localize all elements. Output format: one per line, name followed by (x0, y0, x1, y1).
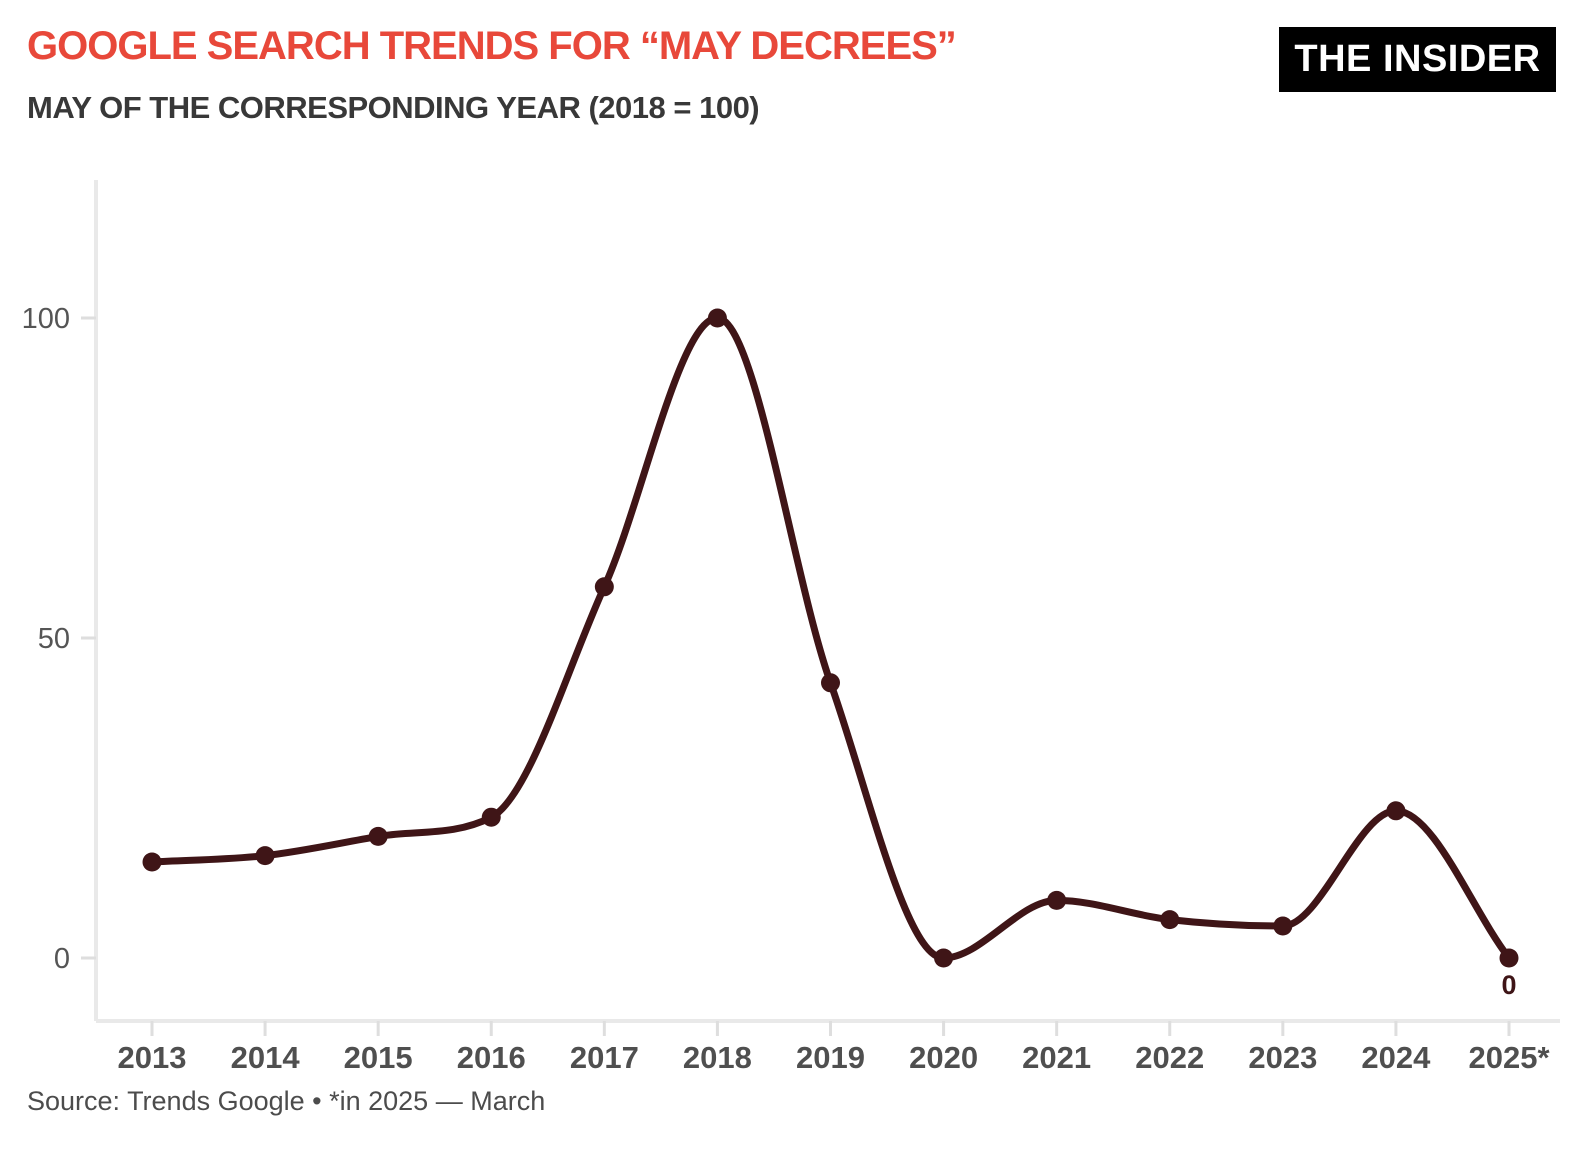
trend-line (148, 314, 1513, 962)
x-tick-label: 2015 (344, 1040, 413, 1075)
data-point (707, 308, 727, 328)
data-point (934, 948, 954, 968)
y-tick-label: 0 (54, 943, 70, 975)
data-point (594, 577, 614, 597)
x-tick-label: 2022 (1135, 1040, 1204, 1075)
data-point (1499, 948, 1519, 968)
x-tick-label: 2025* (1468, 1040, 1550, 1075)
chart-title: GOOGLE SEARCH TRENDS FOR “MAY DECREES” (27, 24, 957, 68)
x-tick-label: 2016 (457, 1040, 526, 1075)
data-point (255, 846, 275, 866)
x-tick-label: 2021 (1022, 1040, 1091, 1075)
data-point (821, 673, 840, 693)
data-point (481, 807, 501, 827)
the-insider-logo: THE INSIDER (1279, 27, 1556, 92)
x-tick-label: 2023 (1248, 1040, 1317, 1075)
x-tick-label: 2019 (796, 1040, 865, 1075)
x-tick-label: 2020 (909, 1040, 978, 1075)
data-point (368, 826, 388, 846)
x-tick-label: 2013 (118, 1040, 187, 1075)
point-annotation: 0 (1501, 970, 1516, 1000)
y-tick-label: 100 (22, 303, 70, 335)
x-tick-label: 2017 (570, 1040, 639, 1075)
data-point (1273, 916, 1293, 936)
x-tick-label: 2018 (683, 1040, 752, 1075)
x-tick-label: 2014 (231, 1040, 301, 1075)
data-point (1160, 910, 1180, 930)
y-tick-label: 50 (38, 623, 70, 655)
data-point (1386, 801, 1406, 821)
data-point (142, 852, 162, 872)
chart-subtitle: MAY OF THE CORRESPONDING YEAR (2018 = 10… (27, 90, 760, 125)
source-note: Source: Trends Google • *in 2025 — March (27, 1086, 546, 1116)
data-point (1047, 890, 1067, 910)
x-tick-label: 2024 (1361, 1040, 1431, 1075)
